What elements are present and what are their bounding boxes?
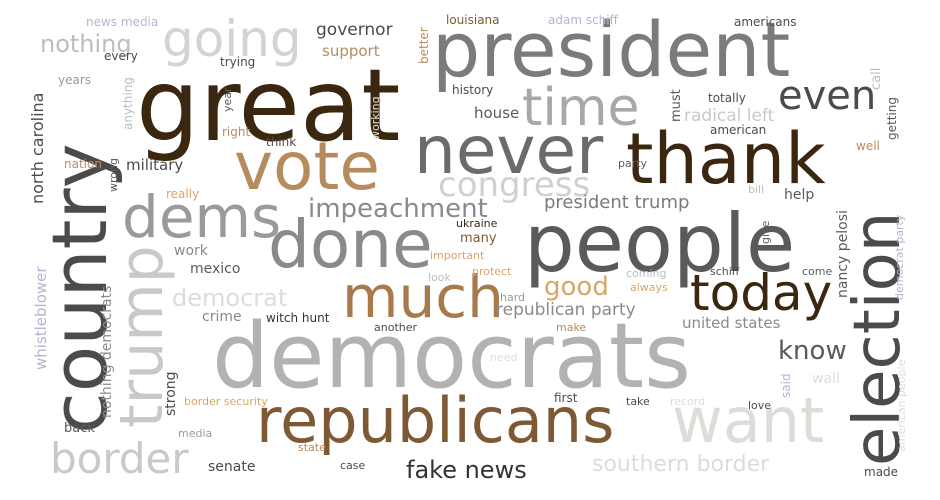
word-done: done <box>268 206 433 283</box>
word-important: important <box>430 249 485 262</box>
word-american: american <box>710 123 767 137</box>
word-bill: bill <box>748 183 765 196</box>
word-coming: coming <box>626 267 667 280</box>
word-wall: wall <box>812 371 840 387</box>
word-united-states: united states <box>682 314 781 332</box>
word-nothing-democrats: nothing democrats <box>99 285 115 418</box>
word-congress: congress <box>438 165 591 205</box>
word-great: great <box>136 47 401 164</box>
word-wrong: wrong <box>107 158 120 192</box>
word-vote: vote <box>234 128 380 205</box>
word-protect: protect <box>472 265 512 278</box>
word-getting: getting <box>885 97 899 140</box>
word-republican-party: republican party <box>496 300 636 320</box>
word-work: work <box>174 243 208 259</box>
word-call: call <box>869 67 884 90</box>
word-going: going <box>162 10 302 68</box>
word-party: party <box>618 157 648 170</box>
word-another: another <box>374 321 418 334</box>
word-military: military <box>126 156 184 174</box>
word-never: never <box>414 112 604 189</box>
word-really: really <box>166 187 200 201</box>
word-support: support <box>322 42 380 60</box>
word-come: come <box>802 265 833 278</box>
word-state: state <box>298 441 326 454</box>
word-hard: hard <box>500 291 526 304</box>
word-make: make <box>556 321 587 334</box>
word-record: record <box>670 395 706 408</box>
word-want: want <box>672 384 825 457</box>
word-house: house <box>474 104 520 122</box>
word-made: made <box>864 465 899 479</box>
word-good: good <box>544 272 609 302</box>
word-anything: anything <box>121 77 135 130</box>
word-republicans: republicans <box>256 384 615 457</box>
word-must: must <box>669 89 684 122</box>
word-think: think <box>266 135 297 149</box>
word-first: first <box>554 391 578 405</box>
word-case: case <box>340 459 366 472</box>
word-dems: dems <box>122 183 282 251</box>
word-better: better <box>417 27 431 64</box>
word-impeachment: impeachment <box>308 194 488 224</box>
word-president: president <box>432 5 791 94</box>
word-much: much <box>342 263 504 331</box>
word-radical-left: radical left <box>684 106 775 126</box>
word-north-carolina: north carolina <box>28 92 47 204</box>
word-democrat-party: democrat party <box>893 214 906 300</box>
word-nation: nation <box>64 157 102 171</box>
word-years: years <box>58 73 92 87</box>
word-media: media <box>178 427 213 440</box>
word-today: today <box>690 264 833 322</box>
word-whistleblower: whistleblower <box>32 266 50 370</box>
word-year: year <box>221 87 234 112</box>
word-even: even <box>778 73 877 119</box>
word-american-people: american people <box>895 359 908 452</box>
word-nothing: nothing <box>40 30 132 58</box>
word-ukraine: ukraine <box>456 217 498 230</box>
word-history: history <box>452 83 494 97</box>
word-schiff: schiff <box>710 265 740 278</box>
word-witch-hunt: witch hunt <box>266 311 330 325</box>
word-mexico: mexico <box>190 261 241 277</box>
word-said: said <box>779 373 793 398</box>
word-totally: totally <box>708 91 746 105</box>
word-working: working <box>369 96 382 140</box>
word-help: help <box>784 187 815 203</box>
word-people: people <box>524 197 796 290</box>
word-democrat: democrat <box>172 284 288 312</box>
word-know: know <box>778 336 847 366</box>
word-fake-news: fake news <box>406 456 527 484</box>
word-well: well <box>856 139 880 153</box>
word-democrats: democrats <box>212 304 692 409</box>
word-crime: crime <box>202 309 242 325</box>
word-give: give <box>759 220 772 244</box>
word-adam-schiff: adam schiff <box>548 13 618 27</box>
word-southern-border: southern border <box>592 452 770 477</box>
word-strong: strong <box>163 371 179 416</box>
word-back: back <box>64 421 95 436</box>
word-every: every <box>104 49 138 63</box>
word-governor: governor <box>316 20 393 40</box>
word-president-trump: president trump <box>544 192 690 213</box>
word-many: many <box>460 231 497 246</box>
word-americans: americans <box>734 15 797 29</box>
word-take: take <box>626 395 650 408</box>
word-time: time <box>522 78 640 138</box>
word-senate: senate <box>208 459 256 475</box>
word-need: need <box>490 351 518 364</box>
word-thank: thank <box>626 118 826 200</box>
word-louisiana: louisiana <box>446 13 500 27</box>
word-border: border <box>50 434 189 483</box>
word-trying: trying <box>220 55 256 69</box>
word-always: always <box>630 281 668 294</box>
word-border-security: border security <box>184 395 268 408</box>
word-news-media: news media <box>86 15 159 29</box>
word-nancy-pelosi: nancy pelosi <box>835 210 851 298</box>
word-right: right <box>222 125 251 139</box>
word-love: love <box>748 399 772 412</box>
word-look: look <box>428 271 451 284</box>
